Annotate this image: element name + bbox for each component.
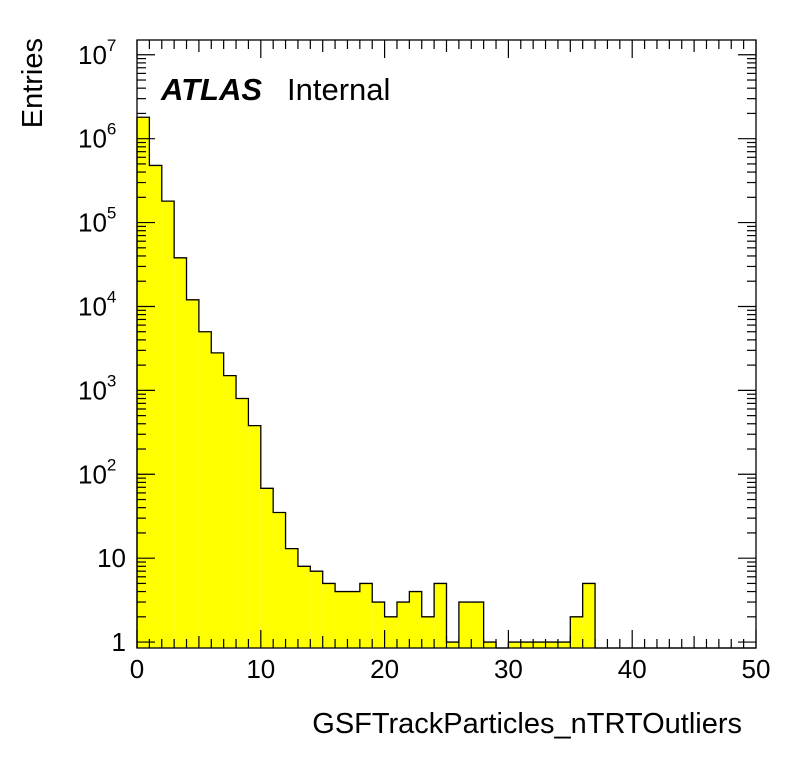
histogram-bar <box>421 616 435 648</box>
x-tick-labels: 0 10 20 30 40 50 <box>130 654 771 684</box>
x-tick-label: 50 <box>742 654 771 684</box>
histogram-bar <box>347 591 360 648</box>
histogram-bar <box>446 642 459 648</box>
histogram-bar <box>557 642 571 648</box>
histogram-bar <box>396 602 410 648</box>
histogram-bar <box>211 352 224 648</box>
histogram-bar <box>508 642 521 648</box>
histogram-bar <box>149 165 162 649</box>
histogram-bar <box>533 642 546 648</box>
histogram-bar <box>137 117 150 649</box>
x-tick-label: 0 <box>130 654 144 684</box>
histogram-bar <box>198 331 212 648</box>
x-tick-label: 20 <box>370 654 399 684</box>
histogram-bar <box>297 566 311 648</box>
internal-label: Internal <box>287 72 390 107</box>
histogram-bar <box>161 201 175 648</box>
y-axis-title: Entries <box>17 38 49 128</box>
histogram-bar <box>520 642 534 648</box>
y-tick-label: 1 <box>112 627 126 657</box>
histogram-bar <box>248 425 261 648</box>
y-tick-label: 107 <box>78 36 116 70</box>
histogram-bar <box>471 602 484 648</box>
histogram-bar <box>570 616 583 648</box>
histogram-bar <box>322 583 336 648</box>
histogram-bar <box>285 548 298 648</box>
histogram-bars <box>137 117 596 649</box>
atlas-label: ATLAS <box>160 72 262 107</box>
y-tick-label: 106 <box>78 120 116 154</box>
histogram-bar <box>359 583 373 648</box>
histogram-bar <box>260 488 274 648</box>
y-tick-label: 105 <box>78 204 116 238</box>
y-tick-label: 104 <box>78 287 116 321</box>
x-tick-label: 30 <box>494 654 523 684</box>
histogram-bar <box>186 299 199 648</box>
histogram-bar <box>335 591 348 648</box>
plot-frame <box>136 39 757 649</box>
histogram-outline <box>136 116 756 649</box>
histogram-bar <box>582 583 596 648</box>
x-axis-title: GSFTrackParticles_nTRTOutliers <box>312 708 742 740</box>
x-tick-label: 40 <box>618 654 647 684</box>
histogram-bar <box>458 602 472 648</box>
histogram-bar <box>409 591 422 648</box>
histogram-bar <box>372 602 385 648</box>
x-tick-label: 10 <box>246 654 275 684</box>
histogram-bar <box>236 398 249 648</box>
histogram-bar <box>273 512 286 648</box>
histogram-bar <box>434 583 447 648</box>
histogram-bar <box>223 375 237 648</box>
y-tick-label: 103 <box>78 371 116 405</box>
histogram-bar <box>310 571 323 648</box>
y-tick-label: 102 <box>78 455 116 489</box>
axis-ticks <box>136 40 757 648</box>
histogram-bar <box>174 257 187 648</box>
histogram-bar <box>384 616 397 648</box>
histogram-bar <box>483 642 497 648</box>
y-tick-label: 10 <box>97 543 126 573</box>
histogram-bar <box>545 642 558 648</box>
